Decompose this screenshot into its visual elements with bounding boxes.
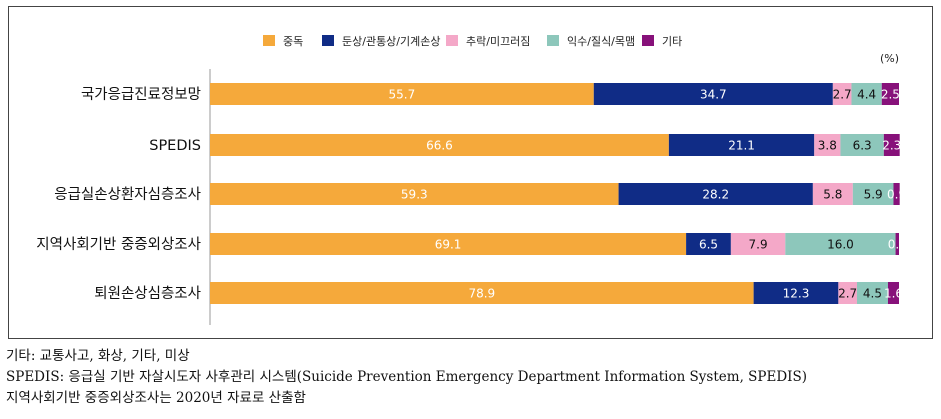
category-label: 응급실손상환자심층조사 <box>54 186 201 203</box>
data-label: 66.6 <box>426 139 453 153</box>
data-label: 6.3 <box>853 139 872 153</box>
legend-swatch-2 <box>446 35 458 46</box>
data-label: 2.7 <box>833 88 852 102</box>
bar-segment <box>210 134 669 156</box>
bar-segment <box>753 282 839 304</box>
data-label: 4.5 <box>863 287 882 301</box>
unit-label: (%) <box>880 52 899 65</box>
legend-swatch-1 <box>322 35 334 46</box>
bar-segment <box>785 233 896 255</box>
bar-segment <box>887 282 899 304</box>
bar-segment <box>814 134 841 156</box>
bar-segment <box>840 134 884 156</box>
bar-segment <box>851 83 882 105</box>
category-label: 지역사회기반 중증외상조사 <box>36 236 201 253</box>
data-label: 28.2 <box>702 188 729 202</box>
legend-label-3: 익수/질식/목맴 <box>567 35 635 48</box>
data-label: 55.7 <box>389 88 416 102</box>
bar-segment <box>856 282 888 304</box>
category-label: 국가응급진료정보망 <box>81 86 201 103</box>
data-label: 69.1 <box>435 238 462 252</box>
data-label: 16.0 <box>827 238 854 252</box>
bar-segment <box>730 233 786 255</box>
stacked-bar-chart: 중독 둔상/관통상/기계손상 추락/미끄러짐 익수/질식/목맴 기타 (%) 국가응급진료정… <box>36 35 907 325</box>
bar-segment <box>883 134 900 156</box>
data-label: 1.6 <box>884 287 903 301</box>
footnote-community: 지역사회기반 중증외상조사는 2020년 자료로 산출함 <box>6 390 306 406</box>
footnotes: 기타: 교통사고, 화상, 기타, 미상 SPEDIS: 응급실 기반 자살시도… <box>6 346 807 409</box>
bar-segment <box>668 134 815 156</box>
bar-segment <box>893 183 900 205</box>
footnote-etc: 기타: 교통사고, 화상, 기타, 미상 <box>6 348 190 364</box>
bar-segment <box>210 83 594 105</box>
data-label: 4.4 <box>857 88 876 102</box>
data-label: 7.9 <box>749 238 768 252</box>
data-label: 2.5 <box>881 88 900 102</box>
data-label: 78.9 <box>468 287 495 301</box>
legend-label-2: 추락/미끄러짐 <box>466 35 530 48</box>
bar-segment <box>686 233 731 255</box>
data-label: 0.5 <box>888 238 907 252</box>
legend-label-4: 기타 <box>662 35 682 48</box>
data-label: 12.3 <box>783 287 810 301</box>
bar-segment <box>812 183 853 205</box>
bar-segment <box>838 282 857 304</box>
legend-swatch-3 <box>547 35 559 46</box>
bar-segment <box>881 83 899 105</box>
legend-swatch-0 <box>263 35 275 46</box>
bar-segment <box>210 183 619 205</box>
data-label: 3.8 <box>818 139 837 153</box>
bar-segment <box>852 183 894 205</box>
data-label: 2.3 <box>882 139 901 153</box>
chart-frame: 중독 둔상/관통상/기계손상 추락/미끄러짐 익수/질식/목맴 기타 (%) 국가응급진료정… <box>8 6 933 339</box>
bar-segment <box>618 183 813 205</box>
data-label: 5.9 <box>864 188 883 202</box>
data-label: 21.1 <box>728 139 755 153</box>
bar-segment <box>895 233 899 255</box>
bar-segment <box>210 233 687 255</box>
data-label: 6.5 <box>699 238 718 252</box>
data-label: 5.8 <box>823 188 842 202</box>
bar-segment <box>593 83 833 105</box>
data-label: 2.7 <box>838 287 857 301</box>
legend-swatch-4 <box>642 35 654 46</box>
legend-label-1: 둔상/관통상/기계손상 <box>342 35 441 48</box>
bar-segment <box>210 282 754 304</box>
data-label: 34.7 <box>700 88 727 102</box>
category-label: 퇴원손상심층조사 <box>94 285 201 302</box>
data-label: 59.3 <box>401 188 428 202</box>
bar-segment <box>832 83 852 105</box>
footnote-spedis: SPEDIS: 응급실 기반 자살시도자 사후관리 시스템(Suicide Pr… <box>6 369 808 385</box>
data-label: 0.9 <box>887 188 906 202</box>
legend-label-0: 중독 <box>283 35 303 48</box>
category-label: SPEDIS <box>149 138 201 154</box>
